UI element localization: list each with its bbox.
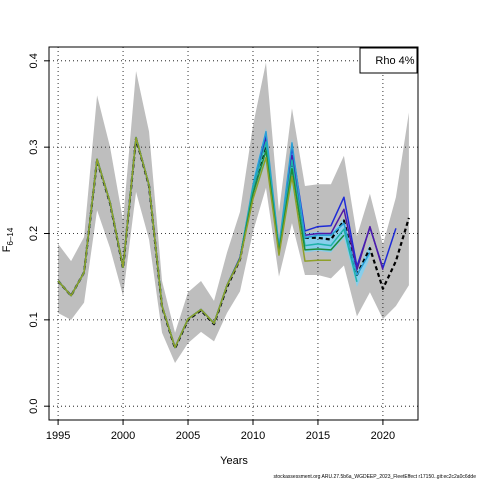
y-tick-label: 0.4 [28,53,40,68]
legend: Rho 4% [359,47,418,74]
x-tick-label: 2010 [241,430,265,442]
series-line-7 [57,136,331,349]
x-tick-label: 2000 [111,430,135,442]
y-axis-title-main: F [1,245,13,252]
y-axis-title: F6–14 [1,227,15,252]
series-layer [57,130,410,350]
x-tick-label: 2005 [176,430,200,442]
y-tick-label: 0.0 [28,399,40,414]
confidence-interval [58,62,409,364]
source-text: stockassessment.org ARU.27.5b6a_WGDEEP_2… [273,474,476,480]
grid-layer [49,47,418,420]
x-tick-label: 1995 [46,430,70,442]
legend-text: Rho 4% [375,55,414,67]
x-axis-title: Years [220,455,248,467]
y-tick-label: 0.1 [28,312,40,327]
ticks-layer: 1995 2000 2005 2010 2015 2020 0.0 0.1 0.2 0.3 0.4 [28,53,395,442]
y-tick-label: 0.3 [28,140,40,155]
bands-layer [58,62,409,364]
y-axis-title-sub: 6–14 [6,227,15,245]
x-tick-label: 2020 [371,430,395,442]
y-tick-label: 0.2 [28,226,40,241]
legend-box [359,47,418,74]
x-tick-label: 2015 [306,430,330,442]
